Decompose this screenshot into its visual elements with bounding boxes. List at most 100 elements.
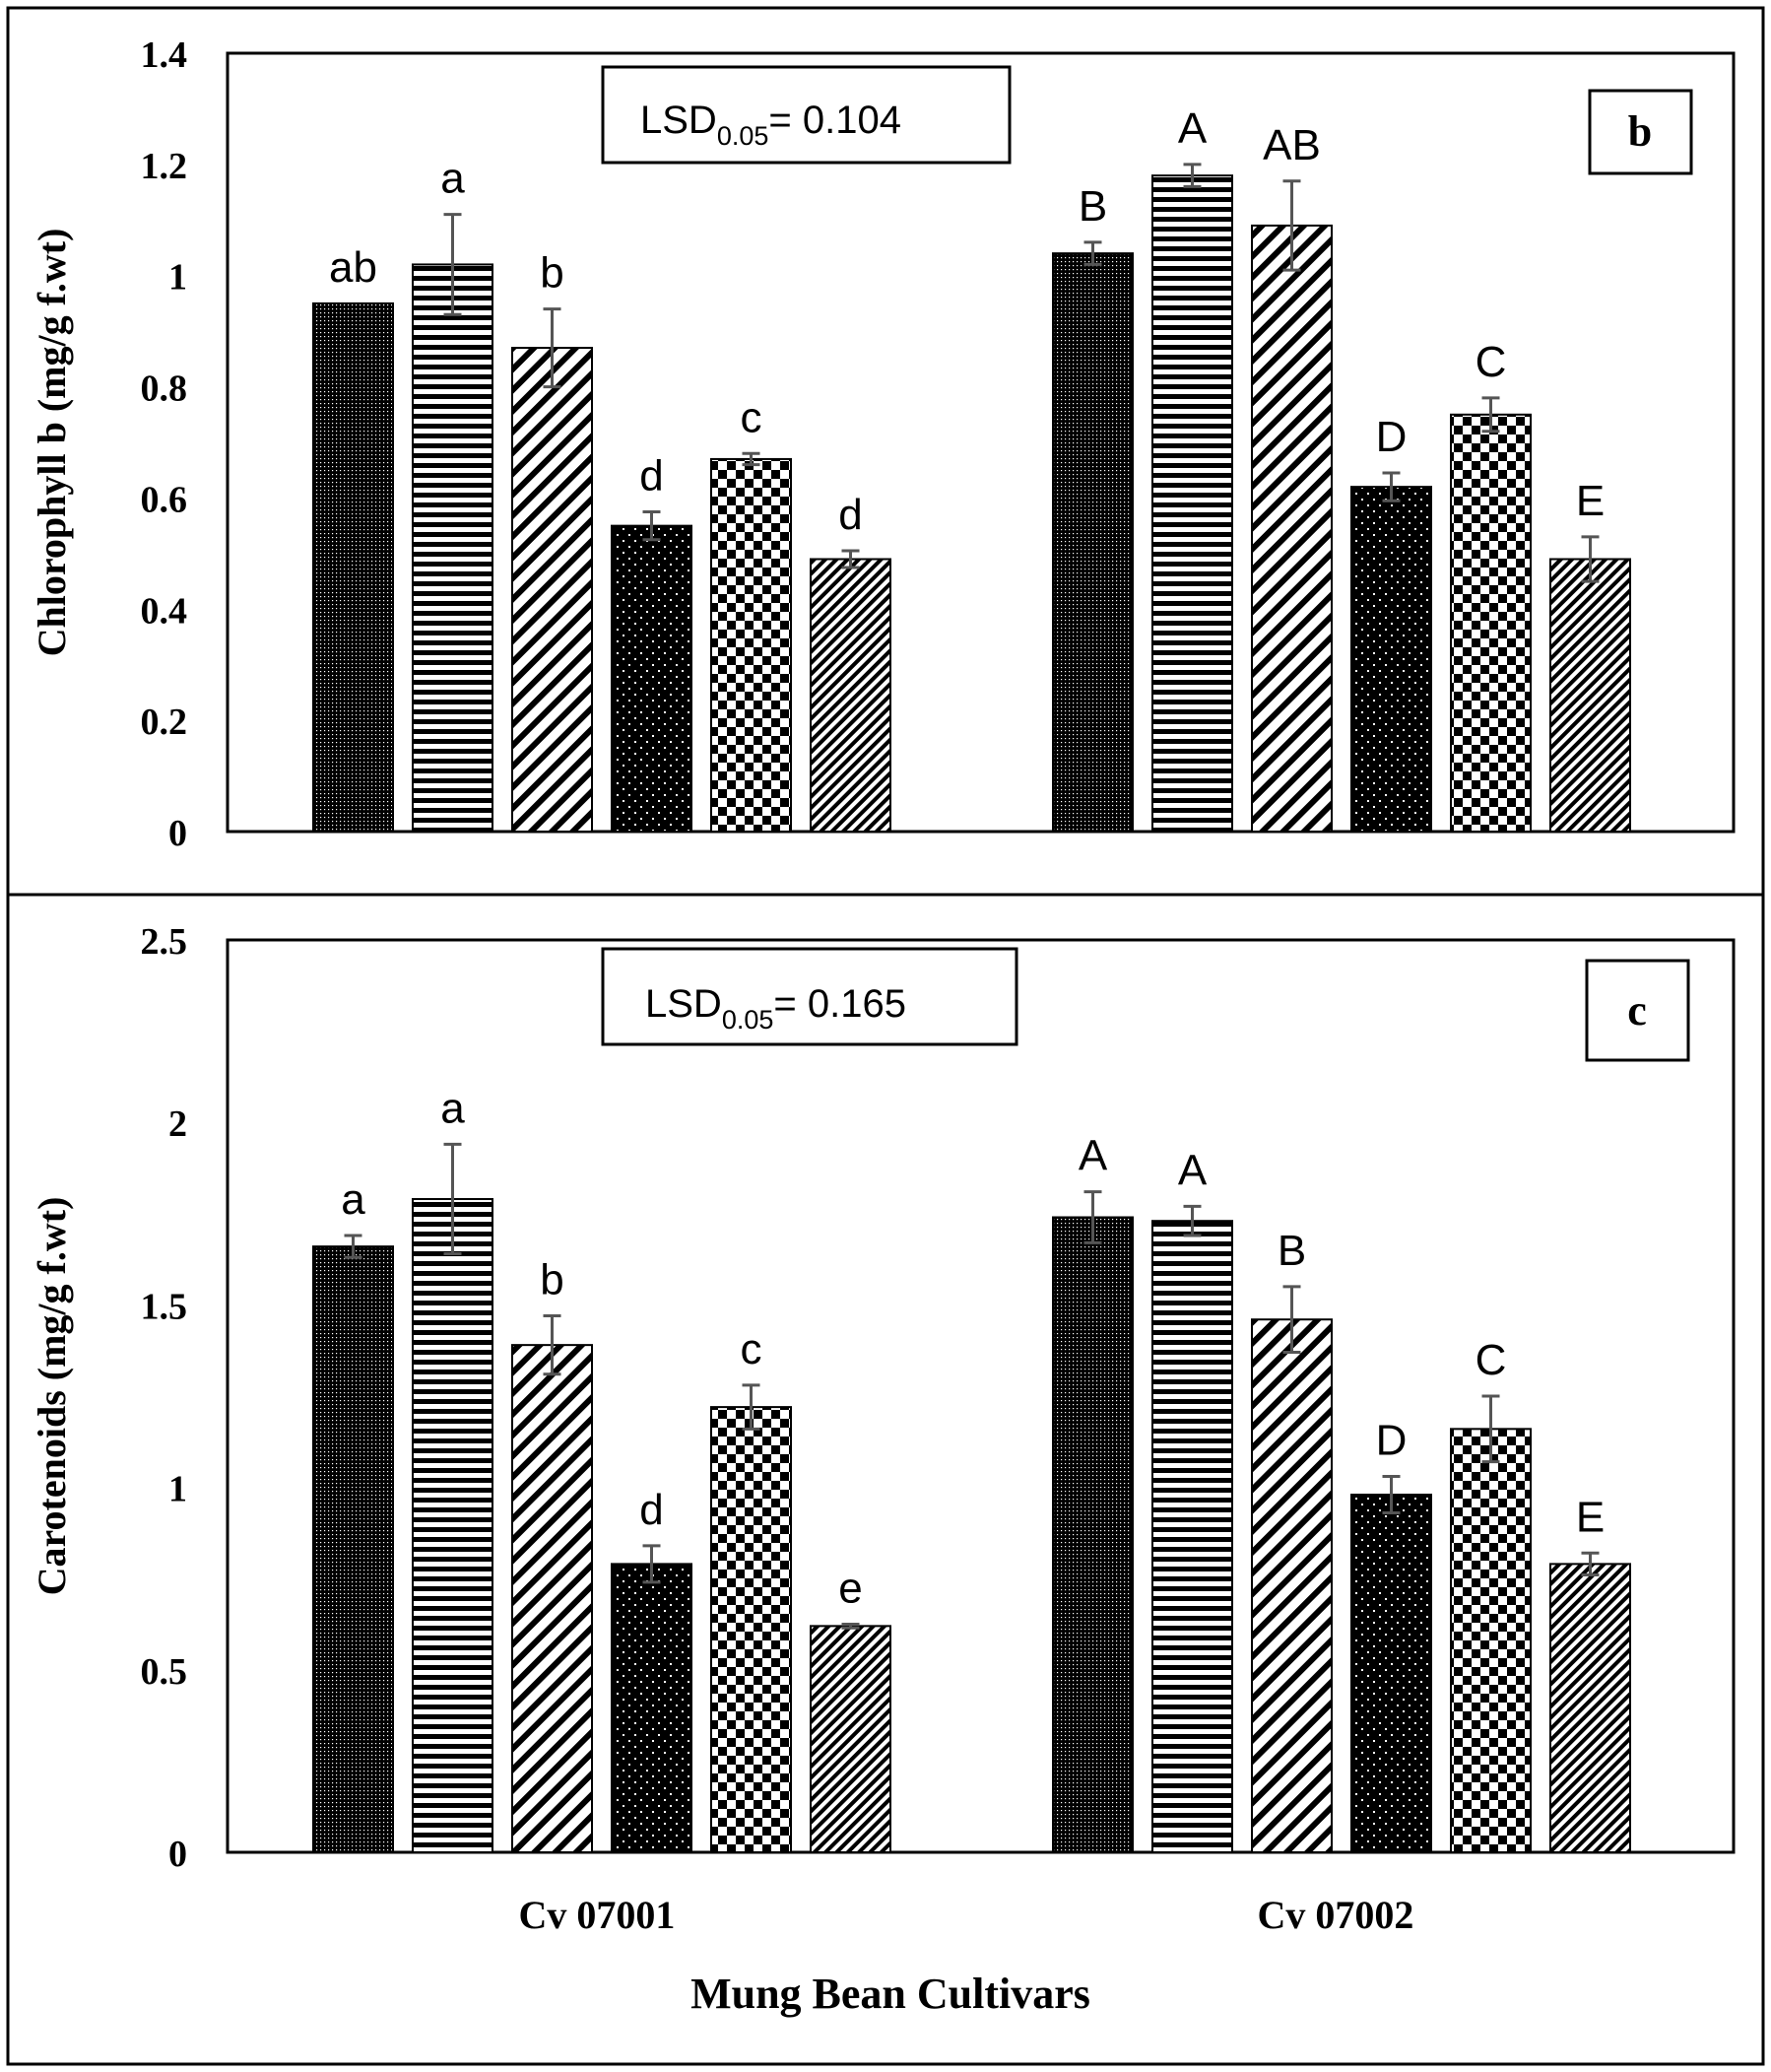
errorbar-b-t6-g2: [1581, 535, 1600, 583]
letter-b-t4-g1: d: [639, 452, 663, 501]
errorbar-c-t5-g1: [742, 1383, 760, 1431]
x-category-label-cv07002: Cv 07002: [1258, 1893, 1414, 1937]
panel-c-lsd-text: LSD0.05= 0.165: [645, 982, 906, 1035]
panel-c-plot-frame: [226, 938, 1736, 1854]
panel-c-ytick-label: 2.5: [141, 921, 188, 963]
x-category-label-cv07001: Cv 07001: [519, 1893, 676, 1937]
letter-c-t4-g2: D: [1376, 1416, 1408, 1464]
letter-b-t2-g2: A: [1178, 104, 1208, 153]
panel-c-lsd-subscript: 0.05: [722, 1005, 774, 1035]
errorbar-b-t1-g2: [1083, 240, 1102, 266]
letter-b-t4-g2: D: [1376, 413, 1408, 461]
panel-c-lsd-value: = 0.165: [773, 982, 906, 1026]
errorbar-c-t3-g1: [543, 1314, 561, 1376]
errorbar-c-t4-g2: [1382, 1474, 1401, 1515]
errorbar-b-t6-g1: [841, 549, 860, 569]
bar-c-t4-g2: [1350, 1494, 1432, 1854]
panel-b-lsd-subscript: 0.05: [717, 121, 769, 151]
panel-c-ytick-label: 0.5: [141, 1651, 188, 1693]
panel-b-ytick-label: 1.4: [141, 34, 188, 76]
errorbar-b-t2-g2: [1183, 163, 1202, 188]
bar-c-t2-g1: [412, 1197, 493, 1853]
panel-b-lsd-box: [601, 65, 1012, 165]
bar-b-t6-g2: [1549, 558, 1631, 833]
errorbar-b-t4-g2: [1382, 471, 1401, 502]
panel-b-ytick-label: 1: [168, 257, 187, 299]
panel-b-ytick-label: 1.2: [141, 146, 188, 187]
bar-b-t4-g2: [1350, 486, 1432, 833]
panel-b-y-axis-label: Chlorophyll b (mg/g f.wt): [30, 229, 74, 657]
errorbar-c-t1-g2: [1083, 1190, 1102, 1244]
bar-c-t3-g1: [511, 1344, 593, 1854]
errorbar-c-t1-g1: [344, 1234, 362, 1259]
bar-b-t4-g1: [611, 524, 692, 834]
letter-b-t5-g2: C: [1476, 338, 1507, 386]
panel-c-lsd-box: [601, 947, 1018, 1046]
panel-b-ytick-label: 0.8: [141, 368, 188, 410]
letter-c-t2-g2: A: [1178, 1146, 1208, 1194]
bar-b-t1-g2: [1052, 252, 1134, 833]
panel-b-lsd-value: = 0.104: [768, 99, 901, 142]
bar-c-t1-g2: [1052, 1216, 1134, 1853]
errorbar-c-t3-g2: [1282, 1285, 1301, 1355]
panel-b-label-box: [1588, 89, 1693, 175]
bar-b-t2-g2: [1151, 174, 1233, 833]
letter-c-t6-g1: e: [838, 1565, 862, 1613]
panel-b-bars: ab Ba Ab AB d Dc Cd E: [312, 104, 1631, 834]
panel-c-bars: a Aa Ab Bd Dc Ce E: [312, 1084, 1631, 1854]
bar-b-t2-g1: [412, 263, 493, 833]
bar-b-t3-g2: [1251, 224, 1333, 833]
letter-b-t6-g1: d: [838, 491, 862, 539]
letter-b-t2-g1: a: [440, 155, 465, 203]
letter-b-t1-g2: B: [1079, 182, 1107, 231]
bar-c-t1-g1: [312, 1245, 394, 1853]
letter-c-t6-g2: E: [1576, 1493, 1605, 1541]
bar-b-t1-g1: [312, 301, 394, 833]
errorbar-c-t5-g2: [1481, 1394, 1500, 1464]
bar-c-t6-g1: [810, 1625, 891, 1854]
errorbar-c-t2-g2: [1183, 1204, 1202, 1237]
panel-b-ytick-label: 0.4: [141, 590, 188, 632]
x-axis-label: Mung Bean Cultivars: [690, 1970, 1090, 2018]
letter-c-t5-g2: C: [1476, 1336, 1507, 1384]
letter-c-t5-g1: c: [741, 1325, 762, 1373]
panel-b-y-ticks: 0 0.2 0.4 0.6 0.8 1 1.2 1.4: [141, 34, 188, 854]
panel-b-ytick-label: 0.6: [141, 479, 188, 520]
panel-c-ytick-label: 1.5: [141, 1286, 188, 1327]
bar-b-t3-g1: [511, 347, 593, 833]
panel-b: Chlorophyll b (mg/g f.wt) 0 0.2 0.4 0.6 0.8 1…: [30, 34, 1736, 854]
errorbar-b-t4-g1: [642, 510, 661, 542]
panel-b-ytick-label: 0.2: [141, 702, 188, 743]
letter-b-t1-g1: ab: [329, 243, 377, 292]
panel-b-lsd-text: LSD0.05= 0.104: [640, 99, 901, 151]
bar-b-t6-g1: [810, 558, 891, 833]
errorbar-b-t3-g1: [543, 307, 561, 389]
errorbar-b-t2-g1: [443, 213, 462, 316]
panel-c: Carotenoids (mg/g f.wt) 0 0.5 1 1.5 2 2.5 a Aa…: [30, 921, 1736, 2018]
letter-c-t2-g1: a: [440, 1084, 465, 1132]
panel-c-label: c: [1627, 986, 1647, 1035]
bar-c-t3-g2: [1251, 1318, 1333, 1853]
letter-c-t4-g1: d: [639, 1486, 663, 1534]
letter-c-t3-g1: b: [540, 1256, 563, 1304]
bar-c-t4-g1: [611, 1563, 692, 1854]
panel-b-lsd-prefix: LSD: [640, 99, 717, 142]
bar-c-t2-g2: [1151, 1220, 1233, 1853]
errorbar-b-t3-g2: [1282, 179, 1301, 272]
panel-c-label-box: [1585, 959, 1690, 1062]
bar-c-t5-g2: [1450, 1428, 1532, 1854]
bar-b-t5-g2: [1450, 413, 1532, 833]
errorbar-c-t6-g2: [1581, 1551, 1600, 1576]
panel-b-label: b: [1628, 107, 1652, 156]
errorbar-c-t4-g1: [642, 1544, 661, 1584]
panel-b-ytick-label: 0: [168, 813, 187, 854]
panel-b-plot-frame: [226, 51, 1736, 834]
panel-c-lsd-prefix: LSD: [645, 982, 722, 1026]
errorbar-c-t6-g1: [841, 1623, 860, 1630]
letter-c-t3-g2: B: [1278, 1227, 1306, 1275]
letter-b-t3-g2: AB: [1263, 121, 1321, 169]
letter-c-t1-g2: A: [1079, 1132, 1108, 1180]
outer-frame: [6, 6, 1765, 2066]
